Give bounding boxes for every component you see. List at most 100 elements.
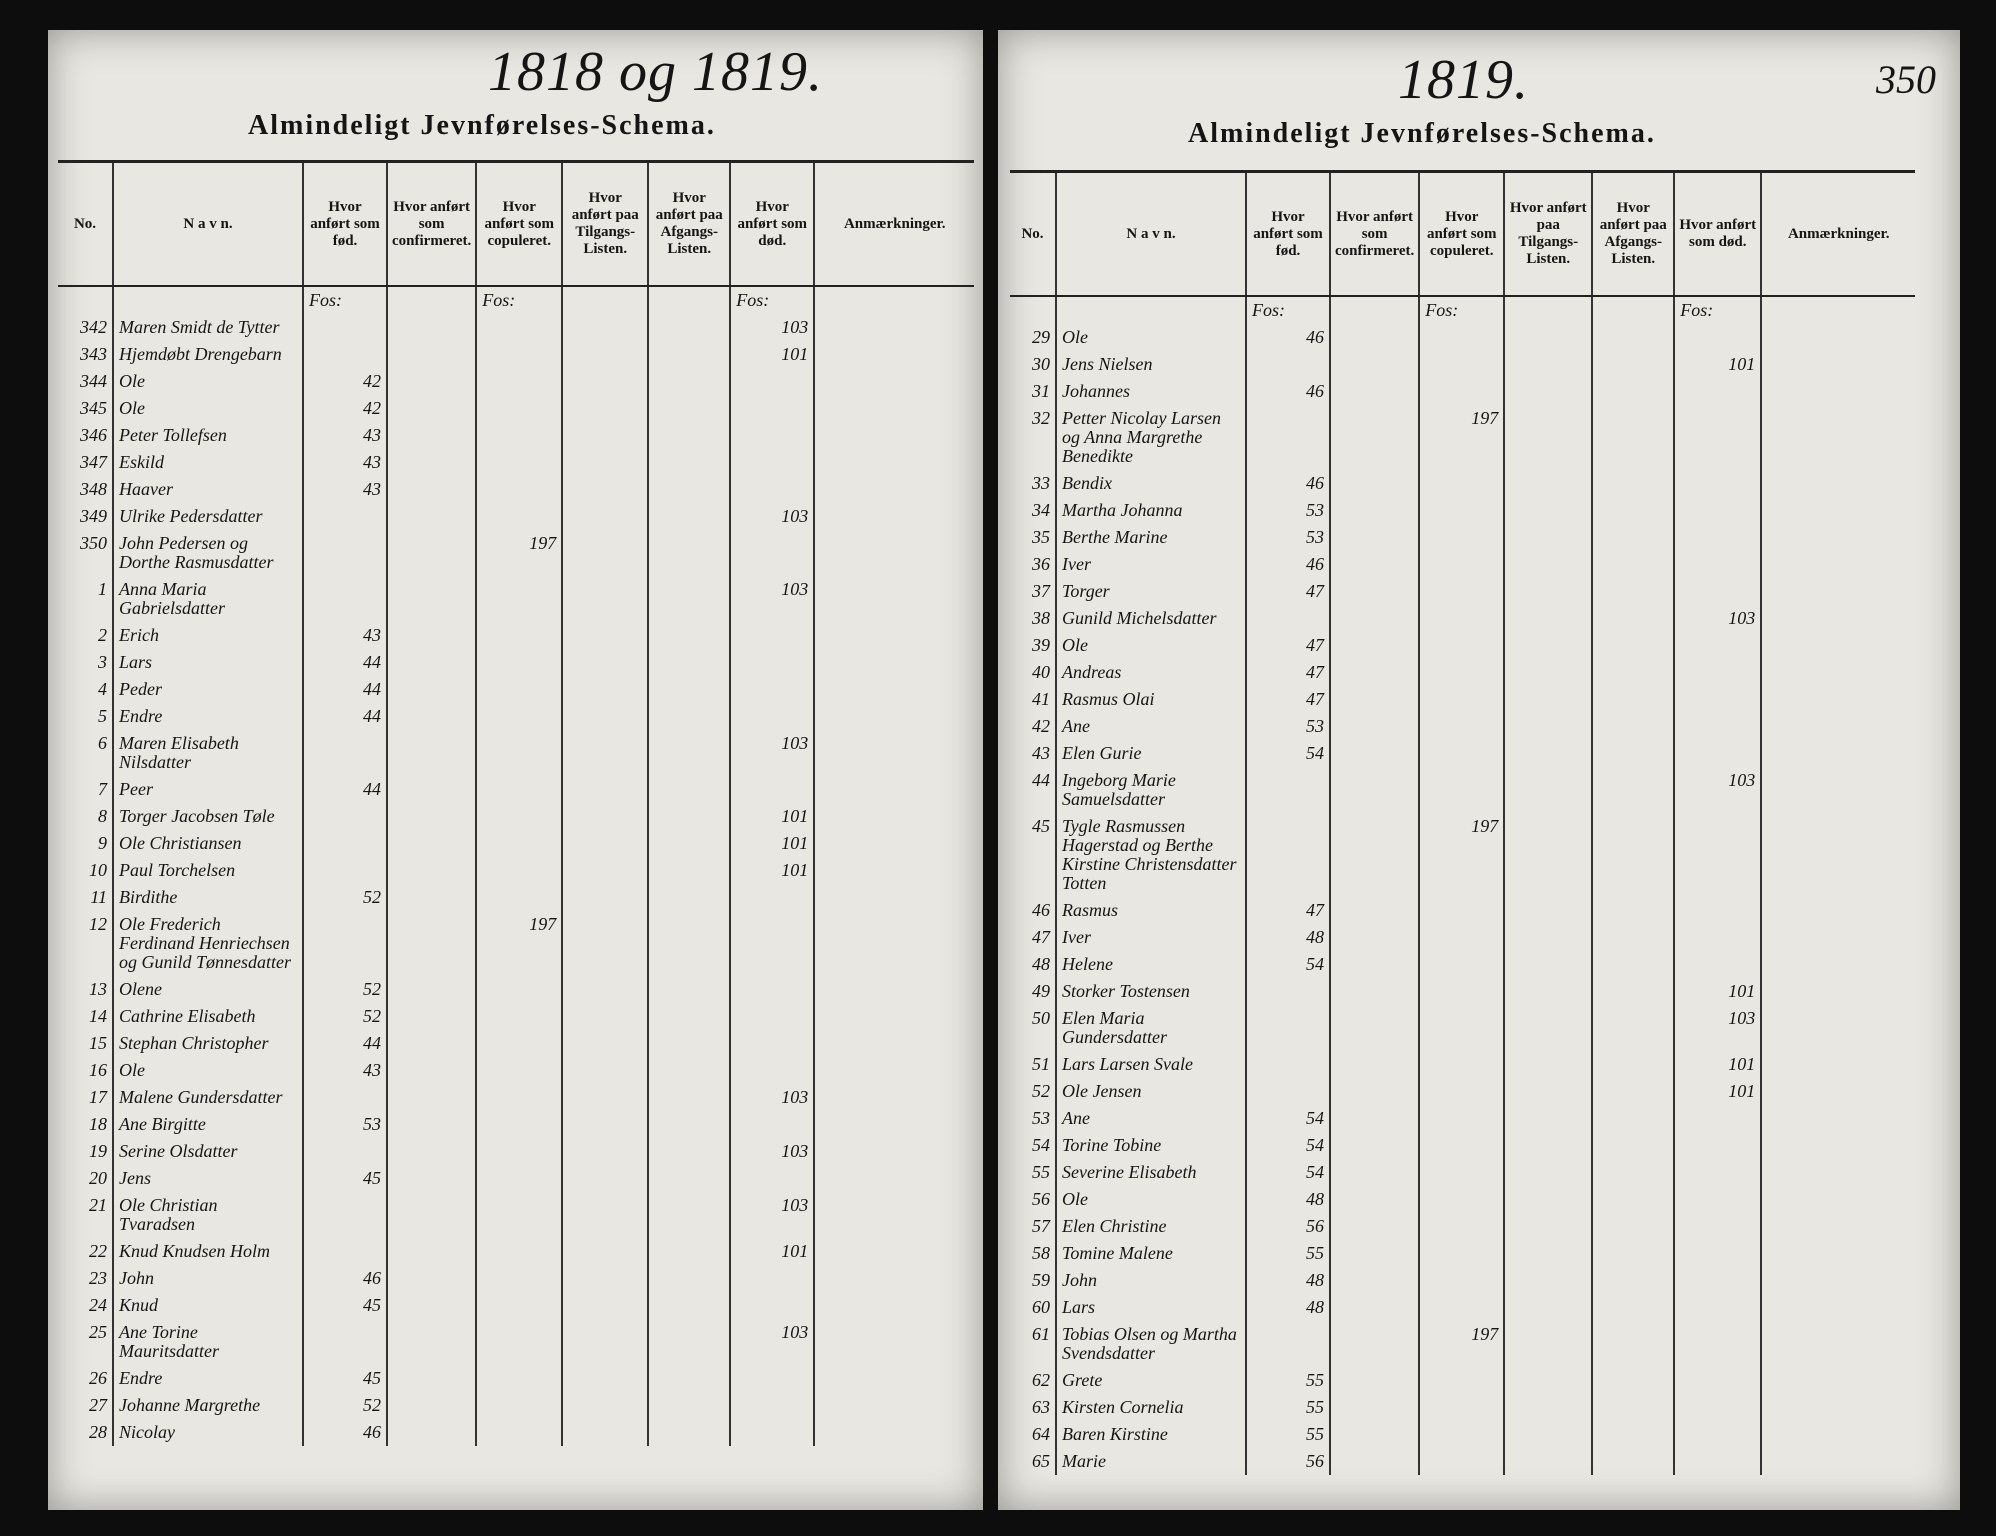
reference-cell — [813, 576, 975, 622]
reference-cell — [1760, 470, 1916, 497]
reference-cell — [1760, 324, 1916, 351]
reference-cell: 47 — [1245, 578, 1330, 605]
reference-cell — [1328, 1105, 1420, 1132]
reference-cell — [475, 476, 563, 503]
reference-cell: 48 — [1245, 924, 1330, 951]
reference-cell — [561, 857, 649, 884]
reference-cell: 44 — [302, 676, 387, 703]
name-cell: Ole Christian Tvaradsen — [112, 1192, 303, 1238]
reference-cell — [385, 1265, 477, 1292]
reference-cell — [561, 911, 649, 976]
year-heading: 1818 og 1819. — [488, 41, 823, 103]
reference-cell — [1418, 978, 1505, 1005]
reference-cell — [385, 530, 477, 576]
reference-cell — [385, 676, 477, 703]
reference-cell — [1673, 740, 1762, 767]
reference-cell — [1673, 524, 1762, 551]
reference-cell — [385, 395, 477, 422]
reference-cell — [647, 1084, 731, 1111]
reference-cell — [561, 1265, 649, 1292]
reference-cell — [302, 857, 387, 884]
reference-cell — [813, 884, 975, 911]
reference-cell — [729, 1265, 815, 1292]
register-row: 22 Knud Knudsen Holm 101 — [58, 1238, 975, 1265]
reference-cell — [647, 1238, 731, 1265]
number-cell: 344 — [80, 371, 107, 391]
name-cell: Kirsten Cornelia — [1055, 1394, 1246, 1421]
reference-cell — [475, 314, 563, 341]
reference-cell: 103 — [1673, 1005, 1762, 1051]
reference-cell — [813, 314, 975, 341]
reference-cell — [1673, 1213, 1762, 1240]
reference-cell — [813, 976, 975, 1003]
register-row: 64 Baren Kirstine 55 — [1010, 1421, 1916, 1448]
name-cell: Ole — [112, 395, 303, 422]
reference-cell — [647, 1030, 731, 1057]
reference-cell — [1328, 632, 1420, 659]
name-cell: Martha Johanna — [1055, 497, 1246, 524]
reference-cell — [302, 341, 387, 368]
name-cell: Rasmus Olai — [1055, 686, 1246, 713]
reference-cell — [1418, 378, 1505, 405]
reference-cell — [385, 857, 477, 884]
register-table: No. N a v n. Hvor anført som fød. Hvor anfø… — [1010, 170, 1916, 1475]
number-cell: 36 — [1032, 554, 1050, 574]
reference-cell — [1418, 897, 1505, 924]
reference-cell — [302, 530, 387, 576]
name-cell: Tomine Malene — [1055, 1240, 1246, 1267]
reference-cell — [1673, 1294, 1762, 1321]
number-cell: 63 — [1032, 1397, 1050, 1417]
reference-cell: 48 — [1245, 1186, 1330, 1213]
reference-cell — [561, 368, 649, 395]
register-row: 52 Ole Jensen 101 — [1010, 1078, 1916, 1105]
number-cell: 60 — [1032, 1297, 1050, 1317]
reference-cell — [729, 884, 815, 911]
number-cell: 20 — [89, 1168, 107, 1188]
name-cell: Serine Olsdatter — [112, 1138, 303, 1165]
reference-cell — [475, 884, 563, 911]
reference-cell — [1418, 551, 1505, 578]
reference-cell — [1328, 1051, 1420, 1078]
reference-cell — [1760, 951, 1916, 978]
reference-cell — [385, 449, 477, 476]
reference-cell — [647, 503, 731, 530]
name-cell: Iver — [1055, 551, 1246, 578]
reference-cell — [813, 703, 975, 730]
reference-cell — [1328, 1078, 1420, 1105]
reference-cell: 43 — [302, 476, 387, 503]
reference-cell — [813, 449, 975, 476]
number-cell: 7 — [98, 779, 107, 799]
name-cell: Ane — [1055, 1105, 1246, 1132]
reference-cell — [1760, 1240, 1916, 1267]
reference-cell: 42 — [302, 368, 387, 395]
reference-cell — [1673, 1159, 1762, 1186]
reference-cell — [647, 368, 731, 395]
reference-cell — [1328, 1132, 1420, 1159]
register-row: 10 Paul Torchelsen 101 — [58, 857, 975, 884]
reference-cell — [1673, 659, 1762, 686]
reference-cell: 42 — [302, 395, 387, 422]
register-row: 25 Ane Torine Mauritsdatter 103 — [58, 1319, 975, 1365]
reference-cell — [385, 1319, 477, 1365]
reference-cell — [475, 395, 563, 422]
reference-cell — [647, 1419, 731, 1446]
reference-cell — [385, 649, 477, 676]
register-row: 29 Ole 46 — [1010, 324, 1916, 351]
register-row: 4 Peder 44 — [58, 676, 975, 703]
name-cell: Ole — [1055, 632, 1246, 659]
reference-cell — [1328, 1240, 1420, 1267]
column-header: Anmærkninger. — [1760, 170, 1916, 297]
reference-cell — [1328, 578, 1420, 605]
reference-cell — [561, 1165, 649, 1192]
reference-cell — [1760, 1213, 1916, 1240]
reference-cell — [1418, 497, 1505, 524]
name-cell: Grete — [1055, 1367, 1246, 1394]
register-row: 9 Ole Christiansen 101 — [58, 830, 975, 857]
reference-cell — [1591, 578, 1675, 605]
reference-cell — [1418, 1421, 1505, 1448]
folio-cell: Fos: — [1245, 296, 1330, 324]
number-cell: 4 — [98, 679, 107, 699]
reference-cell — [813, 1265, 975, 1292]
name-cell: Storker Tostensen — [1055, 978, 1246, 1005]
reference-cell — [475, 703, 563, 730]
